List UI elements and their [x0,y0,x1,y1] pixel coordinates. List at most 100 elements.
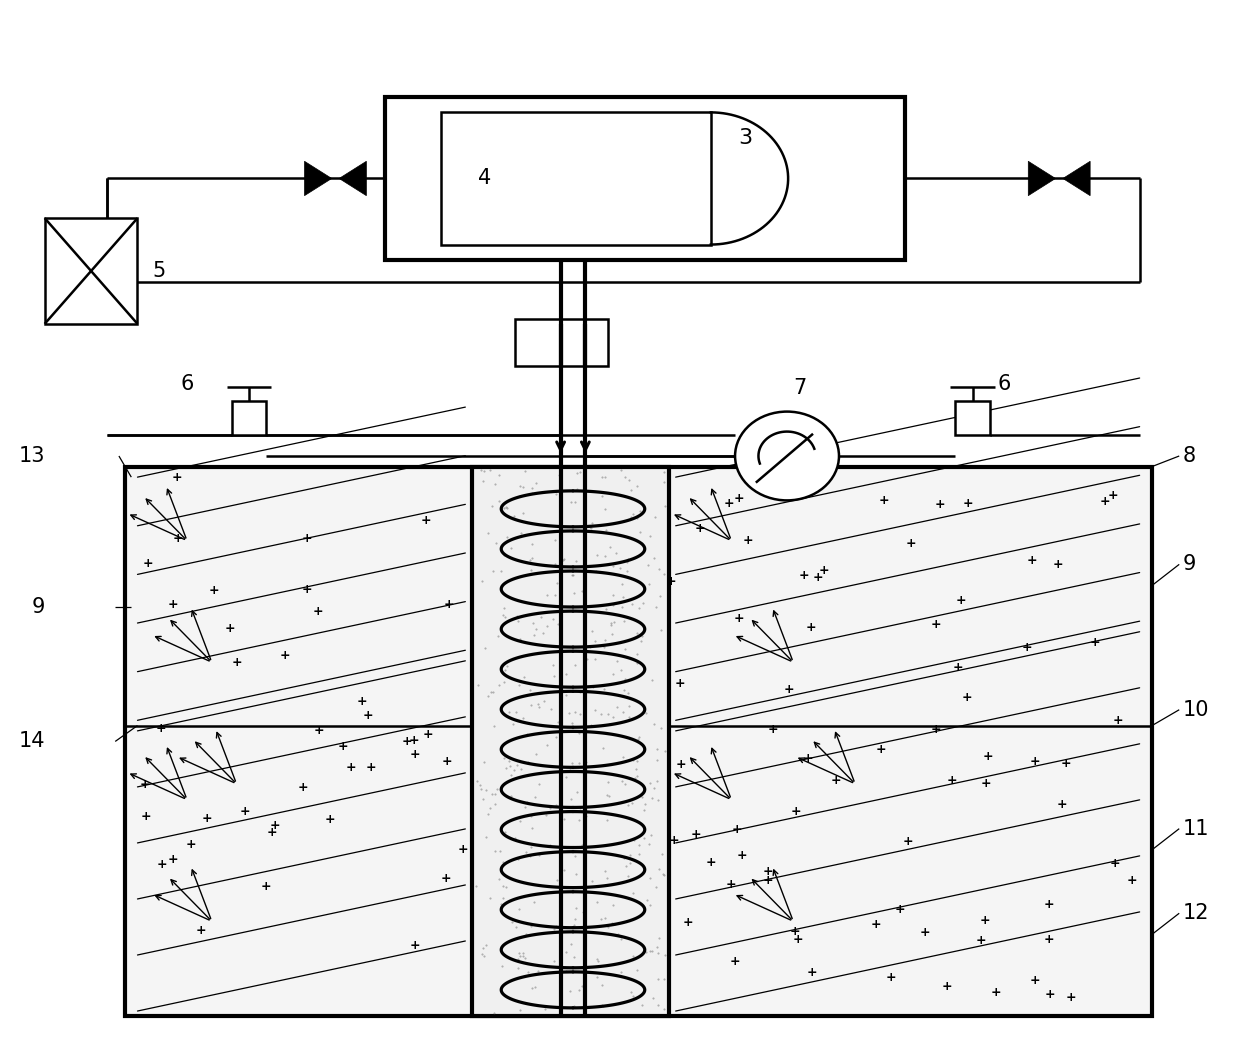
Text: +: + [885,971,897,985]
Text: +: + [952,661,963,674]
Text: +: + [806,620,817,634]
Text: 3: 3 [738,127,753,147]
Text: +: + [1053,558,1064,571]
Text: +: + [980,914,990,926]
Text: +: + [1043,933,1054,946]
Text: +: + [444,598,454,611]
Text: +: + [790,925,801,938]
Text: +: + [155,722,166,735]
Text: +: + [202,812,212,825]
Text: +: + [666,575,677,588]
Text: +: + [813,571,823,584]
Text: +: + [267,826,278,838]
Text: +: + [156,859,166,871]
Text: +: + [1110,856,1120,869]
Text: 9: 9 [1183,554,1197,575]
Text: +: + [792,933,804,947]
Text: +: + [440,871,451,885]
Text: +: + [729,955,740,968]
Text: +: + [1065,991,1076,1004]
Text: +: + [784,684,795,696]
Bar [955,401,990,435]
Text: 14: 14 [19,731,45,752]
Text: +: + [232,656,242,669]
Text: +: + [696,523,706,535]
Text: +: + [961,691,972,705]
Text: +: + [167,598,179,612]
Text: +: + [706,855,717,869]
Text: +: + [409,734,419,747]
Text: +: + [143,556,154,569]
Text: +: + [314,724,325,737]
Text: 11: 11 [1183,818,1209,838]
Text: +: + [1027,554,1037,567]
Text: 7: 7 [794,378,806,399]
Text: +: + [919,926,930,939]
Text: +: + [931,618,941,631]
Text: +: + [947,774,957,787]
Text: +: + [831,774,841,788]
Text: +: + [930,723,941,736]
Text: +: + [298,781,309,794]
Text: +: + [172,472,182,484]
Polygon shape [1063,161,1090,196]
Text: +: + [140,810,151,823]
Text: 5: 5 [153,261,166,281]
Text: +: + [1112,714,1123,727]
Text: +: + [962,497,973,510]
Text: +: + [732,823,743,836]
Circle shape [735,411,839,500]
Text: +: + [441,755,453,767]
Text: +: + [734,492,745,506]
Text: 13: 13 [19,446,45,466]
Text: +: + [420,514,432,527]
Text: +: + [303,583,312,596]
Text: +: + [269,819,280,832]
Text: +: + [260,880,272,894]
Text: +: + [683,916,693,929]
Text: +: + [410,939,420,953]
Text: +: + [875,743,887,756]
Text: +: + [802,753,813,765]
Bar [125,466,1152,1017]
Text: +: + [806,966,817,979]
Text: +: + [280,650,290,662]
Text: +: + [239,806,250,818]
Text: 8: 8 [1183,446,1197,466]
Text: +: + [1029,756,1040,768]
Polygon shape [305,161,332,196]
Polygon shape [340,161,366,196]
Text: +: + [905,537,916,550]
Text: +: + [1056,798,1068,811]
Text: +: + [402,735,412,748]
Text: +: + [743,534,754,547]
Text: +: + [1043,898,1054,911]
Text: +: + [870,918,882,931]
Text: +: + [895,903,905,916]
Text: +: + [691,828,702,841]
Bar [471,466,670,1017]
Text: +: + [1022,640,1032,654]
Text: +: + [139,778,150,791]
Text: +: + [1107,490,1118,502]
Text: +: + [955,595,966,607]
Text: +: + [1090,636,1100,650]
Text: +: + [733,612,744,625]
Text: +: + [346,761,357,774]
Bar [384,96,904,261]
Text: +: + [1060,757,1071,771]
Text: +: + [301,532,312,545]
Text: +: + [366,761,376,774]
Bar [45,218,138,324]
Text: +: + [1099,495,1110,508]
Text: +: + [763,874,774,887]
Text: +: + [675,677,686,690]
Text: +: + [325,813,336,827]
Text: +: + [196,924,207,937]
Text: +: + [668,833,680,847]
Text: +: + [818,564,830,577]
Text: +: + [991,987,1002,1000]
Text: +: + [727,878,737,890]
Text: +: + [799,569,810,582]
Text: +: + [768,723,779,736]
